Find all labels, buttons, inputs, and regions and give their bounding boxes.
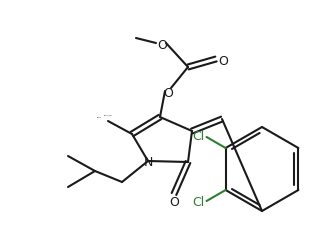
Text: methyl_label: methyl_label [103,114,113,115]
Text: N: N [143,155,153,168]
Text: O: O [157,38,167,51]
Text: O: O [163,86,173,99]
Text: methyl: methyl [96,116,101,117]
Text: O: O [169,196,179,209]
Text: Cl: Cl [193,196,205,209]
Text: Cl: Cl [193,130,205,143]
Text: O: O [218,54,228,67]
